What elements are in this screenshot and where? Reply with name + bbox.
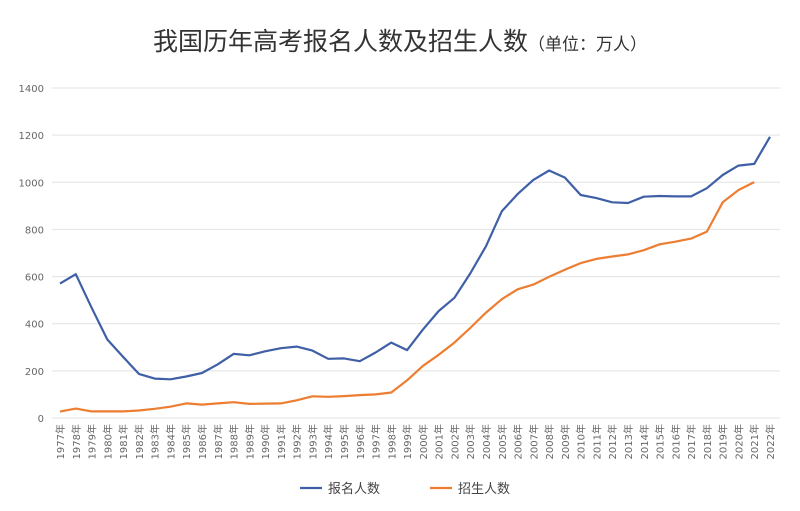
- x-tick-label: 2012年: [606, 424, 619, 459]
- x-tick-label: 2020年: [732, 424, 745, 459]
- x-tick-label: 2022年: [764, 424, 777, 459]
- title-text: 我国历年高考报名人数及招生人数: [152, 27, 528, 56]
- legend-label: 报名人数: [328, 481, 380, 497]
- y-tick-label: 800: [25, 225, 44, 236]
- x-tick-label: 2008年: [543, 424, 556, 459]
- x-tick-label: 2000年: [417, 424, 430, 459]
- legend-label: 招生人数: [458, 482, 510, 497]
- x-tick-label: 2015年: [654, 424, 667, 459]
- title-unit: （单位：万人）: [528, 35, 647, 55]
- x-tick-label: 1985年: [180, 424, 193, 459]
- x-tick-label: 2001年: [433, 424, 446, 459]
- y-tick-label: 1400: [19, 84, 44, 95]
- x-tick-label: 1978年: [70, 424, 83, 459]
- x-tick-label: 1983年: [149, 424, 162, 459]
- x-tick-label: 1984年: [164, 424, 177, 459]
- x-tick-label: 2011年: [590, 424, 603, 459]
- y-tick-label: 1200: [19, 131, 44, 142]
- x-tick-label: 2019年: [717, 424, 730, 459]
- x-tick-label: 1989年: [243, 424, 256, 459]
- x-tick-label: 2017年: [685, 424, 698, 459]
- x-tick-label: 2016年: [669, 424, 682, 459]
- x-tick-label: 2014年: [638, 424, 651, 459]
- x-tick-label: 1980年: [101, 424, 114, 459]
- y-tick-label: 400: [25, 320, 44, 331]
- x-tick-label: 2018年: [701, 424, 714, 459]
- x-tick-label: 1981年: [117, 424, 130, 459]
- x-tick-label: 1999年: [401, 424, 414, 459]
- x-tick-label: 1987年: [212, 424, 225, 459]
- x-tick-label: 1979年: [86, 424, 99, 459]
- x-tick-label: 2005年: [496, 424, 509, 459]
- x-tick-label: 1995年: [338, 424, 351, 459]
- x-tick-label: 1996年: [354, 424, 367, 459]
- x-tick-label: 2013年: [622, 424, 635, 459]
- y-tick-label: 200: [25, 367, 44, 378]
- x-tick-label: 2009年: [559, 424, 572, 459]
- x-tick-label: 1990年: [259, 424, 272, 459]
- x-tick-label: 1977年: [54, 424, 67, 459]
- x-tick-label: 1994年: [322, 424, 335, 459]
- x-tick-label: 1982年: [133, 424, 146, 459]
- x-tick-label: 2006年: [512, 424, 525, 459]
- x-tick-label: 2002年: [448, 424, 461, 459]
- series-line-0: [59, 136, 771, 381]
- x-tick-label: 2007年: [527, 424, 540, 459]
- x-tick-label: 1993年: [306, 424, 319, 459]
- x-tick-label: 2004年: [480, 424, 493, 459]
- y-tick-label: 1000: [19, 178, 44, 189]
- y-tick-label: 600: [25, 273, 44, 284]
- x-tick-label: 2010年: [575, 424, 588, 459]
- x-tick-label: 1986年: [196, 424, 209, 459]
- x-tick-label: 2003年: [464, 424, 477, 459]
- x-tick-label: 2021年: [748, 424, 761, 459]
- series-line-1: [59, 181, 755, 413]
- x-tick-label: 1998年: [385, 424, 398, 459]
- x-tick-label: 1991年: [275, 424, 288, 459]
- x-tick-label: 1997年: [370, 424, 383, 459]
- chart-title: 我国历年高考报名人数及招生人数（单位：万人）: [0, 22, 800, 58]
- x-tick-label: 1988年: [228, 424, 241, 459]
- y-tick-label: 0: [38, 414, 44, 425]
- x-tick-label: 1992年: [291, 424, 304, 459]
